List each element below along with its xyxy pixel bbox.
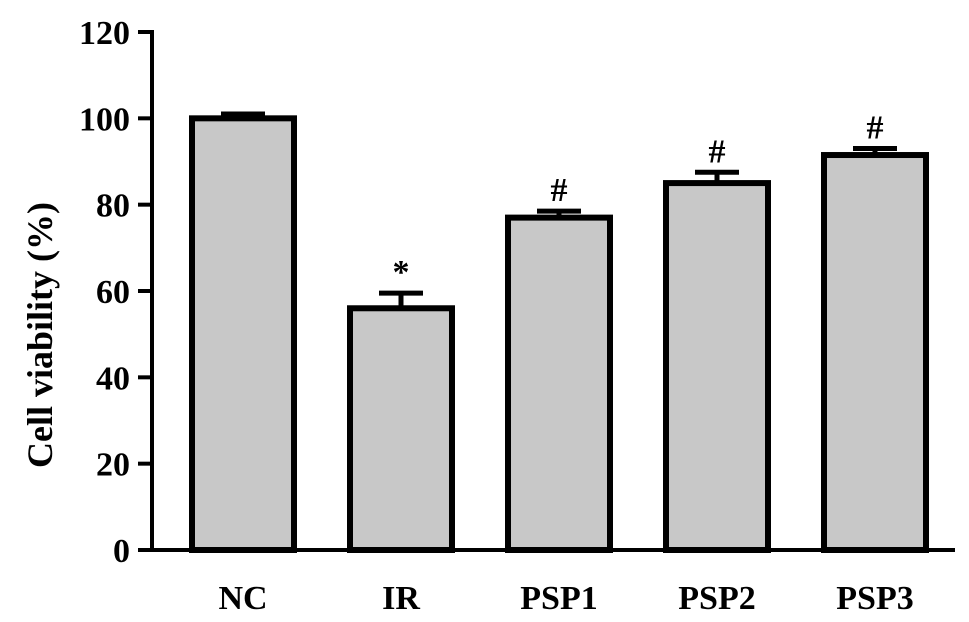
x-category-label-ir: IR xyxy=(382,580,420,617)
x-category-label-psp1: PSP1 xyxy=(520,580,597,617)
y-tick-label: 80 xyxy=(96,188,130,225)
x-category-label-nc: NC xyxy=(218,580,267,617)
y-axis-ticks: 0 20 40 60 80 100 120 xyxy=(79,15,152,570)
error-bars xyxy=(221,111,897,309)
bar-psp1 xyxy=(505,214,613,553)
y-axis-label: Cell viability (%) xyxy=(20,202,60,468)
bar-ir xyxy=(347,305,455,553)
bar-psp2 xyxy=(663,180,771,553)
significance-mark-ir: * xyxy=(393,254,410,291)
y-tick-label: 100 xyxy=(79,101,130,138)
y-tick-label: 40 xyxy=(96,360,130,397)
significance-annotations: * # # # xyxy=(393,110,884,292)
y-tick-label: 20 xyxy=(96,447,130,484)
y-tick-label: 120 xyxy=(79,15,130,52)
significance-mark-psp1: # xyxy=(551,172,568,209)
bar-nc xyxy=(189,115,297,553)
x-category-label-psp2: PSP2 xyxy=(678,580,755,617)
x-axis-category-labels: NC IR PSP1 PSP2 PSP3 xyxy=(218,580,913,617)
y-tick-label: 60 xyxy=(96,274,130,311)
bar-psp3 xyxy=(821,152,929,553)
x-category-label-psp3: PSP3 xyxy=(836,580,913,617)
significance-mark-psp3: # xyxy=(867,110,884,147)
significance-mark-psp2: # xyxy=(709,133,726,170)
y-tick-label: 0 xyxy=(113,533,130,570)
